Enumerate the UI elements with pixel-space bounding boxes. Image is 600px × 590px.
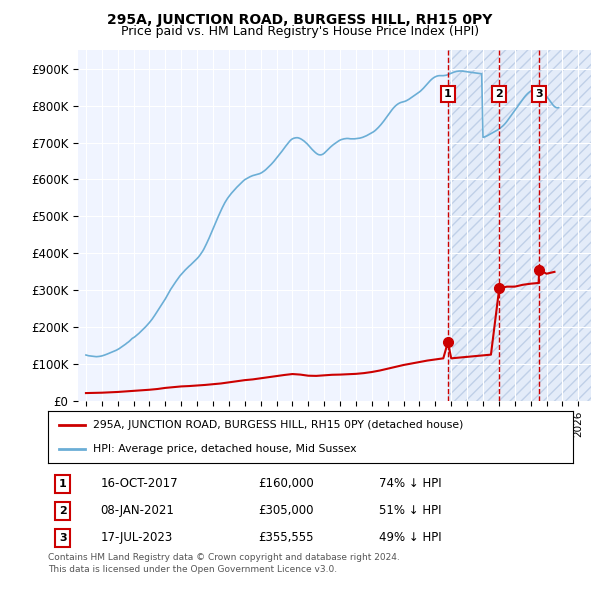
Bar — [448, 50, 591, 401]
Text: £160,000: £160,000 — [258, 477, 314, 490]
Text: Contains HM Land Registry data © Crown copyright and database right 2024.: Contains HM Land Registry data © Crown c… — [48, 553, 400, 562]
Text: 17-JUL-2023: 17-JUL-2023 — [101, 531, 173, 545]
Text: 2: 2 — [496, 89, 503, 99]
Text: 295A, JUNCTION ROAD, BURGESS HILL, RH15 0PY (detached house): 295A, JUNCTION ROAD, BURGESS HILL, RH15 … — [92, 420, 463, 430]
Text: 3: 3 — [59, 533, 67, 543]
Text: 3: 3 — [535, 89, 543, 99]
Text: £355,555: £355,555 — [258, 531, 314, 545]
Text: This data is licensed under the Open Government Licence v3.0.: This data is licensed under the Open Gov… — [48, 565, 337, 573]
Text: 2: 2 — [59, 506, 67, 516]
Text: 16-OCT-2017: 16-OCT-2017 — [101, 477, 178, 490]
Text: 74% ↓ HPI: 74% ↓ HPI — [379, 477, 442, 490]
Bar — [448, 50, 591, 401]
Text: 295A, JUNCTION ROAD, BURGESS HILL, RH15 0PY: 295A, JUNCTION ROAD, BURGESS HILL, RH15 … — [107, 13, 493, 27]
Text: 1: 1 — [444, 89, 452, 99]
Text: Price paid vs. HM Land Registry's House Price Index (HPI): Price paid vs. HM Land Registry's House … — [121, 25, 479, 38]
Text: HPI: Average price, detached house, Mid Sussex: HPI: Average price, detached house, Mid … — [92, 444, 356, 454]
Text: £305,000: £305,000 — [258, 504, 314, 517]
Text: 1: 1 — [59, 478, 67, 489]
Text: 51% ↓ HPI: 51% ↓ HPI — [379, 504, 441, 517]
Text: 08-JAN-2021: 08-JAN-2021 — [101, 504, 175, 517]
Text: 49% ↓ HPI: 49% ↓ HPI — [379, 531, 442, 545]
